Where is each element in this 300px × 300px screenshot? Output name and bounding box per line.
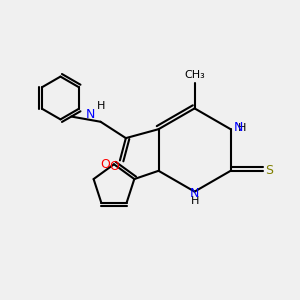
Text: N: N: [85, 108, 95, 121]
Text: H: H: [190, 196, 199, 206]
Text: H: H: [96, 101, 105, 111]
Text: CH₃: CH₃: [184, 70, 205, 80]
Text: S: S: [265, 164, 273, 177]
Text: O: O: [101, 158, 111, 171]
Text: H: H: [238, 123, 246, 133]
Text: N: N: [190, 187, 199, 200]
Text: N: N: [234, 121, 243, 134]
Text: O: O: [110, 160, 119, 173]
